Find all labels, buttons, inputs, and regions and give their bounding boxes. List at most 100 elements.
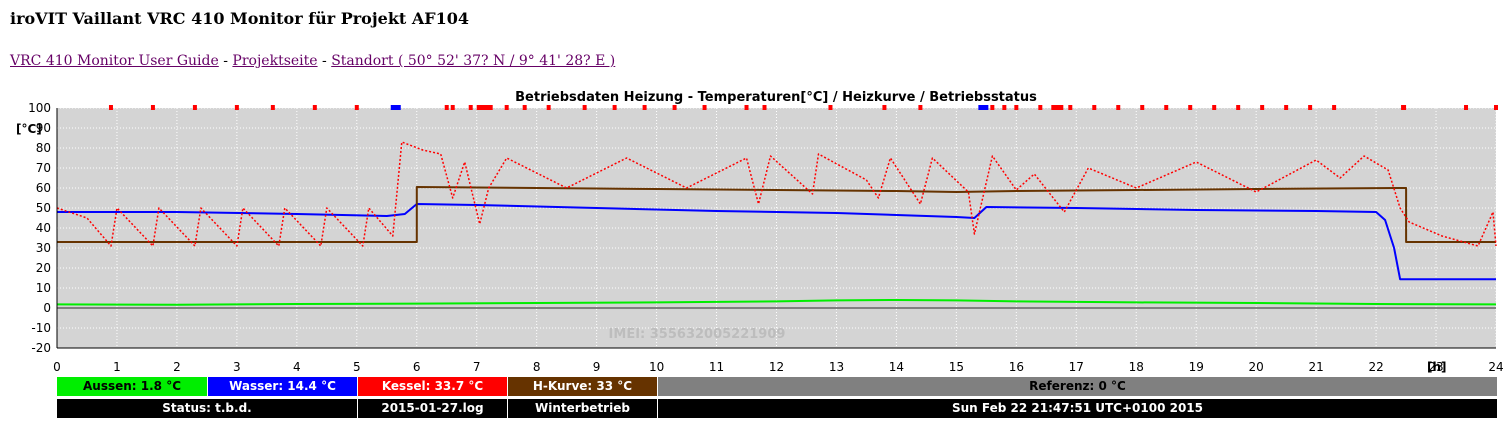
legend-wasser: Wasser: 14.4 °C: [207, 377, 357, 396]
x-tick-label: 10: [649, 360, 664, 374]
y-tick-label: 20: [36, 261, 51, 275]
x-tick-label: 15: [949, 360, 964, 374]
y-tick-label: 80: [36, 141, 51, 155]
series-kessel: [56, 141, 1497, 247]
x-tick-label: 20: [1249, 360, 1264, 374]
status-mark: [1284, 105, 1289, 110]
y-tick-label: 0: [43, 301, 51, 315]
status-mark: [390, 105, 401, 110]
series-aussen: [56, 299, 1497, 306]
x-axis-label: [h]: [1427, 360, 1447, 374]
status-mark: [481, 105, 493, 110]
legend-referenz: Referenz: 0 °C: [657, 377, 1497, 396]
status-mark: [762, 105, 767, 110]
status-mark: [192, 105, 197, 110]
status-mark: [1332, 105, 1337, 110]
operating-mode: Winterbetrieb: [507, 399, 657, 418]
status-mark: [1038, 105, 1043, 110]
status-mark: [312, 105, 317, 110]
x-tick-label: 2: [173, 360, 181, 374]
status-mark: [744, 105, 749, 110]
project-page-link[interactable]: Projektseite: [232, 53, 318, 69]
x-tick-label: 11: [709, 360, 724, 374]
status-text: Status: t.b.d.: [57, 399, 357, 418]
status-mark: [1116, 105, 1121, 110]
x-tick-label: 17: [1069, 360, 1084, 374]
legend-hkurve: H-Kurve: 33 °C: [507, 377, 657, 396]
status-mark: [504, 105, 509, 110]
location-link[interactable]: Standort ( 50° 52' 37? N / 9° 41' 28? E …: [331, 53, 616, 69]
legend-kessel: Kessel: 33.7 °C: [357, 377, 507, 396]
status-mark: [1002, 105, 1007, 110]
status-mark: [476, 105, 484, 110]
status-mark: [546, 105, 551, 110]
status-mark: [828, 105, 833, 110]
x-tick-label: 23: [1428, 360, 1443, 374]
x-tick-label: 4: [293, 360, 301, 374]
x-tick-label: 8: [533, 360, 541, 374]
y-tick-label: 60: [36, 181, 51, 195]
x-tick-label: 6: [413, 360, 421, 374]
status-mark: [672, 105, 677, 110]
x-tick-label: 13: [829, 360, 844, 374]
x-tick-label: 16: [1009, 360, 1024, 374]
x-tick-label: 3: [233, 360, 241, 374]
y-tick-label: -10: [31, 321, 51, 335]
x-tick-label: 9: [593, 360, 601, 374]
status-mark: [1051, 105, 1064, 110]
temperature-chart: 0 1 2 3 4 5 6 7 8 9 10 11 12 13 14 15 16 17 18 19 20 21 22 23 24…: [16, 90, 1504, 374]
user-guide-link[interactable]: VRC 410 Monitor User Guide: [10, 53, 219, 69]
y-tick-label: 10: [36, 281, 51, 295]
y-tick-label: 100: [28, 101, 51, 115]
status-mark: [450, 105, 455, 110]
timestamp: Sun Feb 22 21:47:51 UTC+0100 2015: [657, 399, 1497, 418]
x-tick-label: 19: [1189, 360, 1204, 374]
status-mark: [444, 105, 449, 110]
status-mark: [1092, 105, 1097, 110]
status-mark: [354, 105, 359, 110]
link-separator: -: [317, 53, 332, 69]
y-tick-label: 70: [36, 161, 51, 175]
x-tick-label: 24: [1488, 360, 1503, 374]
status-mark: [978, 105, 989, 110]
series-wasser: [57, 203, 1496, 281]
status-mark: [582, 105, 587, 110]
x-tick-label: 21: [1308, 360, 1323, 374]
status-mark: [1464, 105, 1469, 110]
status-mark: [522, 105, 527, 110]
x-tick-label: 7: [473, 360, 481, 374]
status-mark: [1068, 105, 1073, 110]
status-mark: [468, 105, 473, 110]
nav-links: VRC 410 Monitor User Guide - Projektseit…: [10, 53, 615, 69]
link-separator: -: [218, 53, 233, 69]
status-mark: [108, 105, 113, 110]
legend-aussen: Aussen: 1.8 °C: [57, 377, 207, 396]
status-mark: [612, 105, 617, 110]
status-mark: [1308, 105, 1313, 110]
x-tick-label: 12: [769, 360, 784, 374]
y-tick-label: 90: [36, 121, 51, 135]
status-mark: [1401, 105, 1407, 110]
status-mark: [1014, 105, 1019, 110]
log-file: 2015-01-27.log: [357, 399, 507, 418]
y-tick-label: 30: [36, 241, 51, 255]
y-tick-label: 40: [36, 221, 51, 235]
status-mark: [642, 105, 647, 110]
status-mark: [1140, 105, 1145, 110]
series-h-kurve: [57, 186, 1496, 243]
status-mark: [1494, 105, 1498, 110]
legend-row: Aussen: 1.8 °C Wasser: 14.4 °C Kessel: 3…: [57, 377, 1497, 396]
chart-title: Betriebsdaten Heizung - Temperaturen[°C]…: [515, 90, 1037, 105]
status-mark: [1188, 105, 1193, 110]
x-tick-label: 0: [53, 360, 61, 374]
status-mark: [1260, 105, 1265, 110]
page-title: iroVIT Vaillant VRC 410 Monitor für Proj…: [10, 9, 470, 28]
x-tick-label: 1: [113, 360, 121, 374]
status-row: Status: t.b.d. 2015-01-27.log Winterbetr…: [57, 399, 1497, 418]
status-mark: [1236, 105, 1241, 110]
status-mark: [918, 105, 923, 110]
x-tick-label: 18: [1129, 360, 1144, 374]
status-mark: [150, 105, 155, 110]
status-mark: [1164, 105, 1169, 110]
x-tick-label: 22: [1368, 360, 1383, 374]
